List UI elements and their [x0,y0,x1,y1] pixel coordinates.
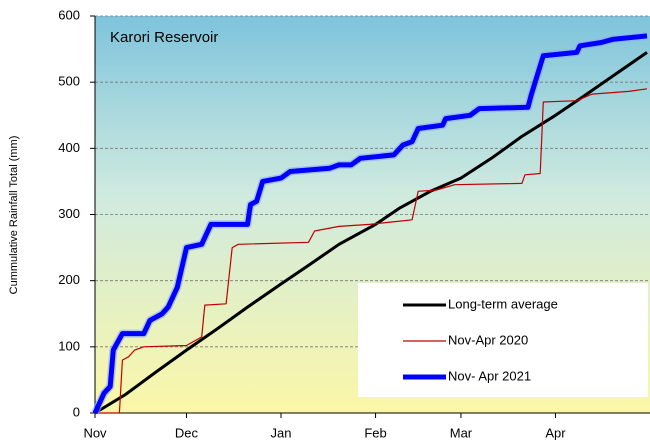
y-tick-label: 300 [58,206,80,221]
y-tick-label: 0 [73,404,80,419]
y-tick-label: 100 [58,338,80,353]
legend-label: Nov- Apr 2021 [448,368,531,383]
y-tick-label: 200 [58,272,80,287]
y-tick-label: 400 [58,140,80,155]
y-axis-label: Cummulative Rainfall Total (mm) [8,136,20,295]
series-line [92,33,648,415]
y-tick-label: 600 [58,7,80,22]
x-tick-label: Jan [271,425,292,440]
x-tick-label: Nov [83,425,107,440]
legend-label: Nov-Apr 2020 [448,332,528,347]
series-line [94,51,648,415]
series-line [95,88,648,414]
x-tick-label: Feb [364,425,386,440]
legend-label: Long-term average [448,296,558,311]
x-tick-label: Apr [545,425,566,440]
x-tick-label: Dec [175,425,199,440]
chart-title: Karori Reservoir [110,29,218,46]
x-tick-label: Mar [450,425,473,440]
y-tick-label: 500 [58,74,80,89]
